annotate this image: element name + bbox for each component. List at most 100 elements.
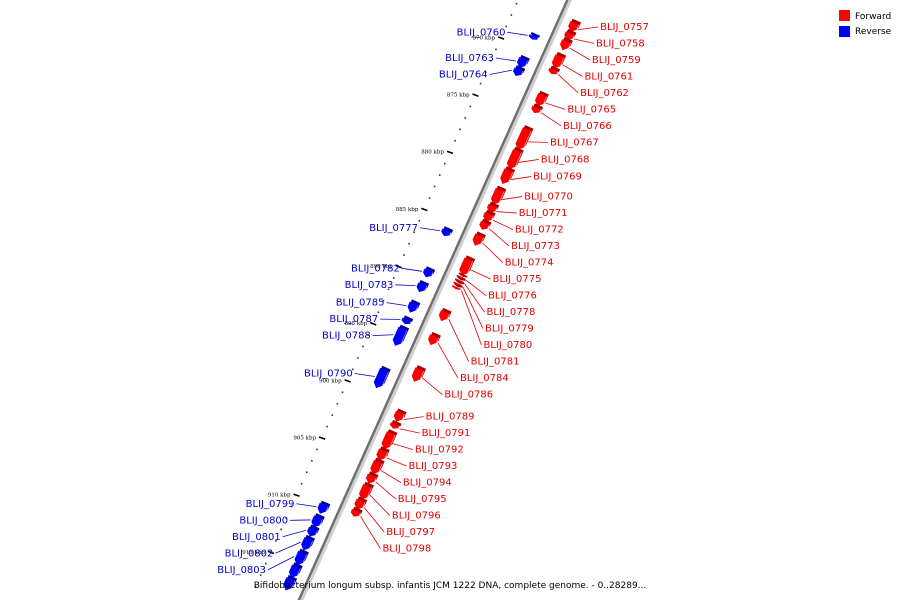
gene-label[interactable]: BLIJ_0800: [239, 515, 288, 526]
gene-label[interactable]: BLIJ_0790: [304, 368, 353, 379]
gene-feature[interactable]: [512, 65, 526, 77]
gene-label[interactable]: BLIJ_0791: [422, 428, 471, 439]
gene-feature[interactable]: [531, 103, 544, 114]
gene-label[interactable]: BLIJ_0778: [487, 307, 536, 318]
gene-label[interactable]: BLIJ_0762: [580, 88, 629, 99]
gene-label[interactable]: BLIJ_0785: [336, 298, 385, 309]
gene-feature[interactable]: [528, 31, 541, 40]
gene-label[interactable]: BLIJ_0767: [550, 137, 599, 148]
gene-label[interactable]: BLIJ_0771: [519, 208, 568, 219]
gene-label[interactable]: BLIJ_0792: [415, 445, 464, 456]
gene-label[interactable]: BLIJ_0766: [563, 121, 612, 132]
gene-highlight: [389, 434, 396, 448]
gene-feature[interactable]: [373, 365, 391, 389]
gene-feature[interactable]: [365, 471, 379, 484]
gene-feature[interactable]: [307, 524, 320, 537]
gene-label[interactable]: BLIJ_0773: [511, 241, 560, 252]
gene-feature[interactable]: [500, 166, 516, 184]
gene-label[interactable]: BLIJ_0803: [217, 565, 266, 576]
gene-feature[interactable]: [517, 54, 530, 69]
gene-feature[interactable]: [370, 457, 385, 475]
gene-label[interactable]: BLIJ_0798: [382, 544, 431, 555]
gene-label[interactable]: BLIJ_0776: [488, 291, 537, 302]
map-layer: 870 kbp 875 kbp 880 kbp 885 kbp 890 kbp 895 k…: [217, 0, 649, 600]
gene-feature[interactable]: [479, 218, 492, 230]
gene-label[interactable]: BLIJ_0786: [444, 390, 493, 401]
gene-feature[interactable]: [490, 185, 507, 205]
gene-label[interactable]: BLIJ_0797: [386, 527, 435, 538]
gene-label[interactable]: BLIJ_0780: [483, 340, 532, 351]
gene-label[interactable]: BLIJ_0769: [533, 172, 582, 183]
gene-feature[interactable]: [359, 481, 374, 500]
gene-feature[interactable]: [392, 324, 410, 346]
gene-feature[interactable]: [441, 226, 454, 237]
gene-label[interactable]: BLIJ_0796: [392, 511, 441, 522]
gene-feature[interactable]: [548, 65, 561, 75]
gene-label[interactable]: BLIJ_0801: [232, 532, 281, 543]
gene-label[interactable]: BLIJ_0794: [403, 478, 452, 489]
gene-highlight: [319, 518, 323, 526]
legend-item-forward[interactable]: Forward: [839, 10, 891, 22]
gene-label[interactable]: BLIJ_0775: [493, 274, 542, 285]
gene-feature[interactable]: [301, 534, 316, 551]
gene-feature[interactable]: [288, 562, 303, 578]
gene-feature[interactable]: [515, 125, 534, 150]
gene-label[interactable]: BLIJ_0770: [524, 192, 573, 203]
gene-feature[interactable]: [283, 574, 298, 591]
label-leader: [495, 57, 516, 62]
gene-label[interactable]: BLIJ_0774: [505, 258, 554, 269]
gene-label[interactable]: BLIJ_0802: [225, 548, 274, 559]
gene-label[interactable]: BLIJ_0768: [541, 154, 590, 165]
gene-feature[interactable]: [401, 315, 414, 325]
gene-label[interactable]: BLIJ_0763: [445, 53, 494, 64]
gene-feature[interactable]: [381, 429, 398, 450]
legend-item-reverse[interactable]: Reverse: [839, 26, 892, 37]
gene-label[interactable]: BLIJ_0757: [600, 22, 649, 33]
gene-feature[interactable]: [354, 496, 368, 510]
gene-feature[interactable]: [560, 37, 573, 51]
gene-label[interactable]: BLIJ_0784: [460, 373, 509, 384]
gene-label[interactable]: BLIJ_0760: [457, 27, 506, 38]
gene-label[interactable]: BLIJ_0761: [584, 71, 633, 82]
gene-feature[interactable]: [472, 231, 486, 246]
gene-feature[interactable]: [551, 51, 567, 69]
gene-label[interactable]: BLIJ_0789: [426, 412, 475, 423]
gene-feature[interactable]: [311, 513, 325, 528]
gene-feature[interactable]: [506, 146, 524, 170]
gene-feature[interactable]: [317, 500, 331, 514]
gene-feature[interactable]: [376, 446, 390, 461]
gene-label[interactable]: BLIJ_0764: [439, 70, 488, 81]
gene-label[interactable]: BLIJ_0799: [246, 499, 295, 510]
gene-label[interactable]: BLIJ_0793: [409, 461, 458, 472]
gene-label[interactable]: BLIJ_0788: [322, 331, 371, 342]
gene-feature[interactable]: [407, 299, 421, 313]
gene-feature[interactable]: [389, 419, 402, 429]
gene-body: [483, 211, 494, 222]
gene-label[interactable]: BLIJ_0779: [485, 324, 534, 335]
gene-feature[interactable]: [393, 408, 407, 422]
gene-feature[interactable]: [568, 18, 582, 32]
gene-label[interactable]: BLIJ_0765: [567, 104, 616, 115]
gene-feature[interactable]: [483, 209, 496, 222]
gene-label[interactable]: BLIJ_0759: [592, 55, 641, 66]
gene-feature[interactable]: [422, 266, 436, 278]
gene-feature[interactable]: [350, 506, 363, 517]
gene-label[interactable]: BLIJ_0783: [345, 280, 394, 291]
gene-label[interactable]: BLIJ_0777: [369, 223, 418, 234]
gene-label[interactable]: BLIJ_0758: [596, 38, 645, 49]
gene-feature[interactable]: [459, 255, 476, 276]
gene-feature[interactable]: [416, 279, 430, 293]
gene-label[interactable]: BLIJ_0782: [351, 263, 400, 274]
gene-feature[interactable]: [294, 548, 309, 566]
gene-feature[interactable]: [438, 307, 452, 322]
gene-feature[interactable]: [428, 331, 441, 346]
gene-label[interactable]: BLIJ_0781: [471, 357, 520, 368]
gene-feature[interactable]: [451, 282, 463, 291]
gene-feature[interactable]: [564, 29, 577, 40]
gene-feature[interactable]: [486, 201, 500, 213]
gene-label[interactable]: BLIJ_0772: [515, 225, 564, 236]
gene-label[interactable]: BLIJ_0795: [398, 494, 447, 505]
gene-feature[interactable]: [411, 365, 427, 382]
gene-feature[interactable]: [534, 90, 549, 107]
gene-label[interactable]: BLIJ_0787: [329, 314, 378, 325]
